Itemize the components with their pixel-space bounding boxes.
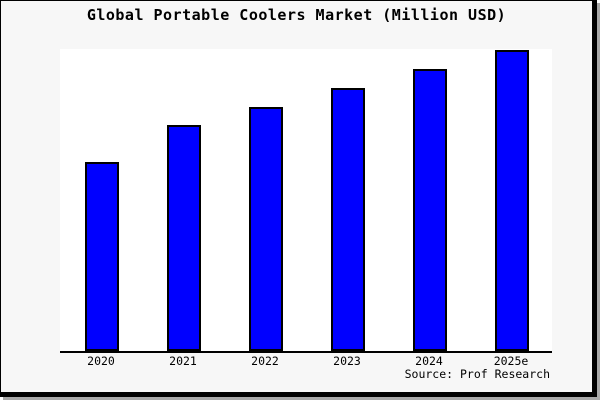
x-tick-2022: 2022 <box>251 354 279 368</box>
plot-area <box>60 49 552 353</box>
bar-2025e <box>495 50 529 351</box>
bar-2024 <box>413 69 447 351</box>
bar-2021 <box>167 125 201 351</box>
chart-title: Global Portable Coolers Market (Million … <box>86 6 507 24</box>
x-tick-2025e: 2025e <box>493 354 529 368</box>
bar-2023 <box>331 88 365 351</box>
x-tick-2024: 2024 <box>415 354 443 368</box>
bar-2020 <box>85 162 119 351</box>
source-credit: Source: Prof Research <box>404 367 550 381</box>
bar-2022 <box>249 107 283 351</box>
x-tick-2023: 2023 <box>333 354 361 368</box>
x-tick-2021: 2021 <box>169 354 197 368</box>
x-tick-2020: 2020 <box>87 354 115 368</box>
